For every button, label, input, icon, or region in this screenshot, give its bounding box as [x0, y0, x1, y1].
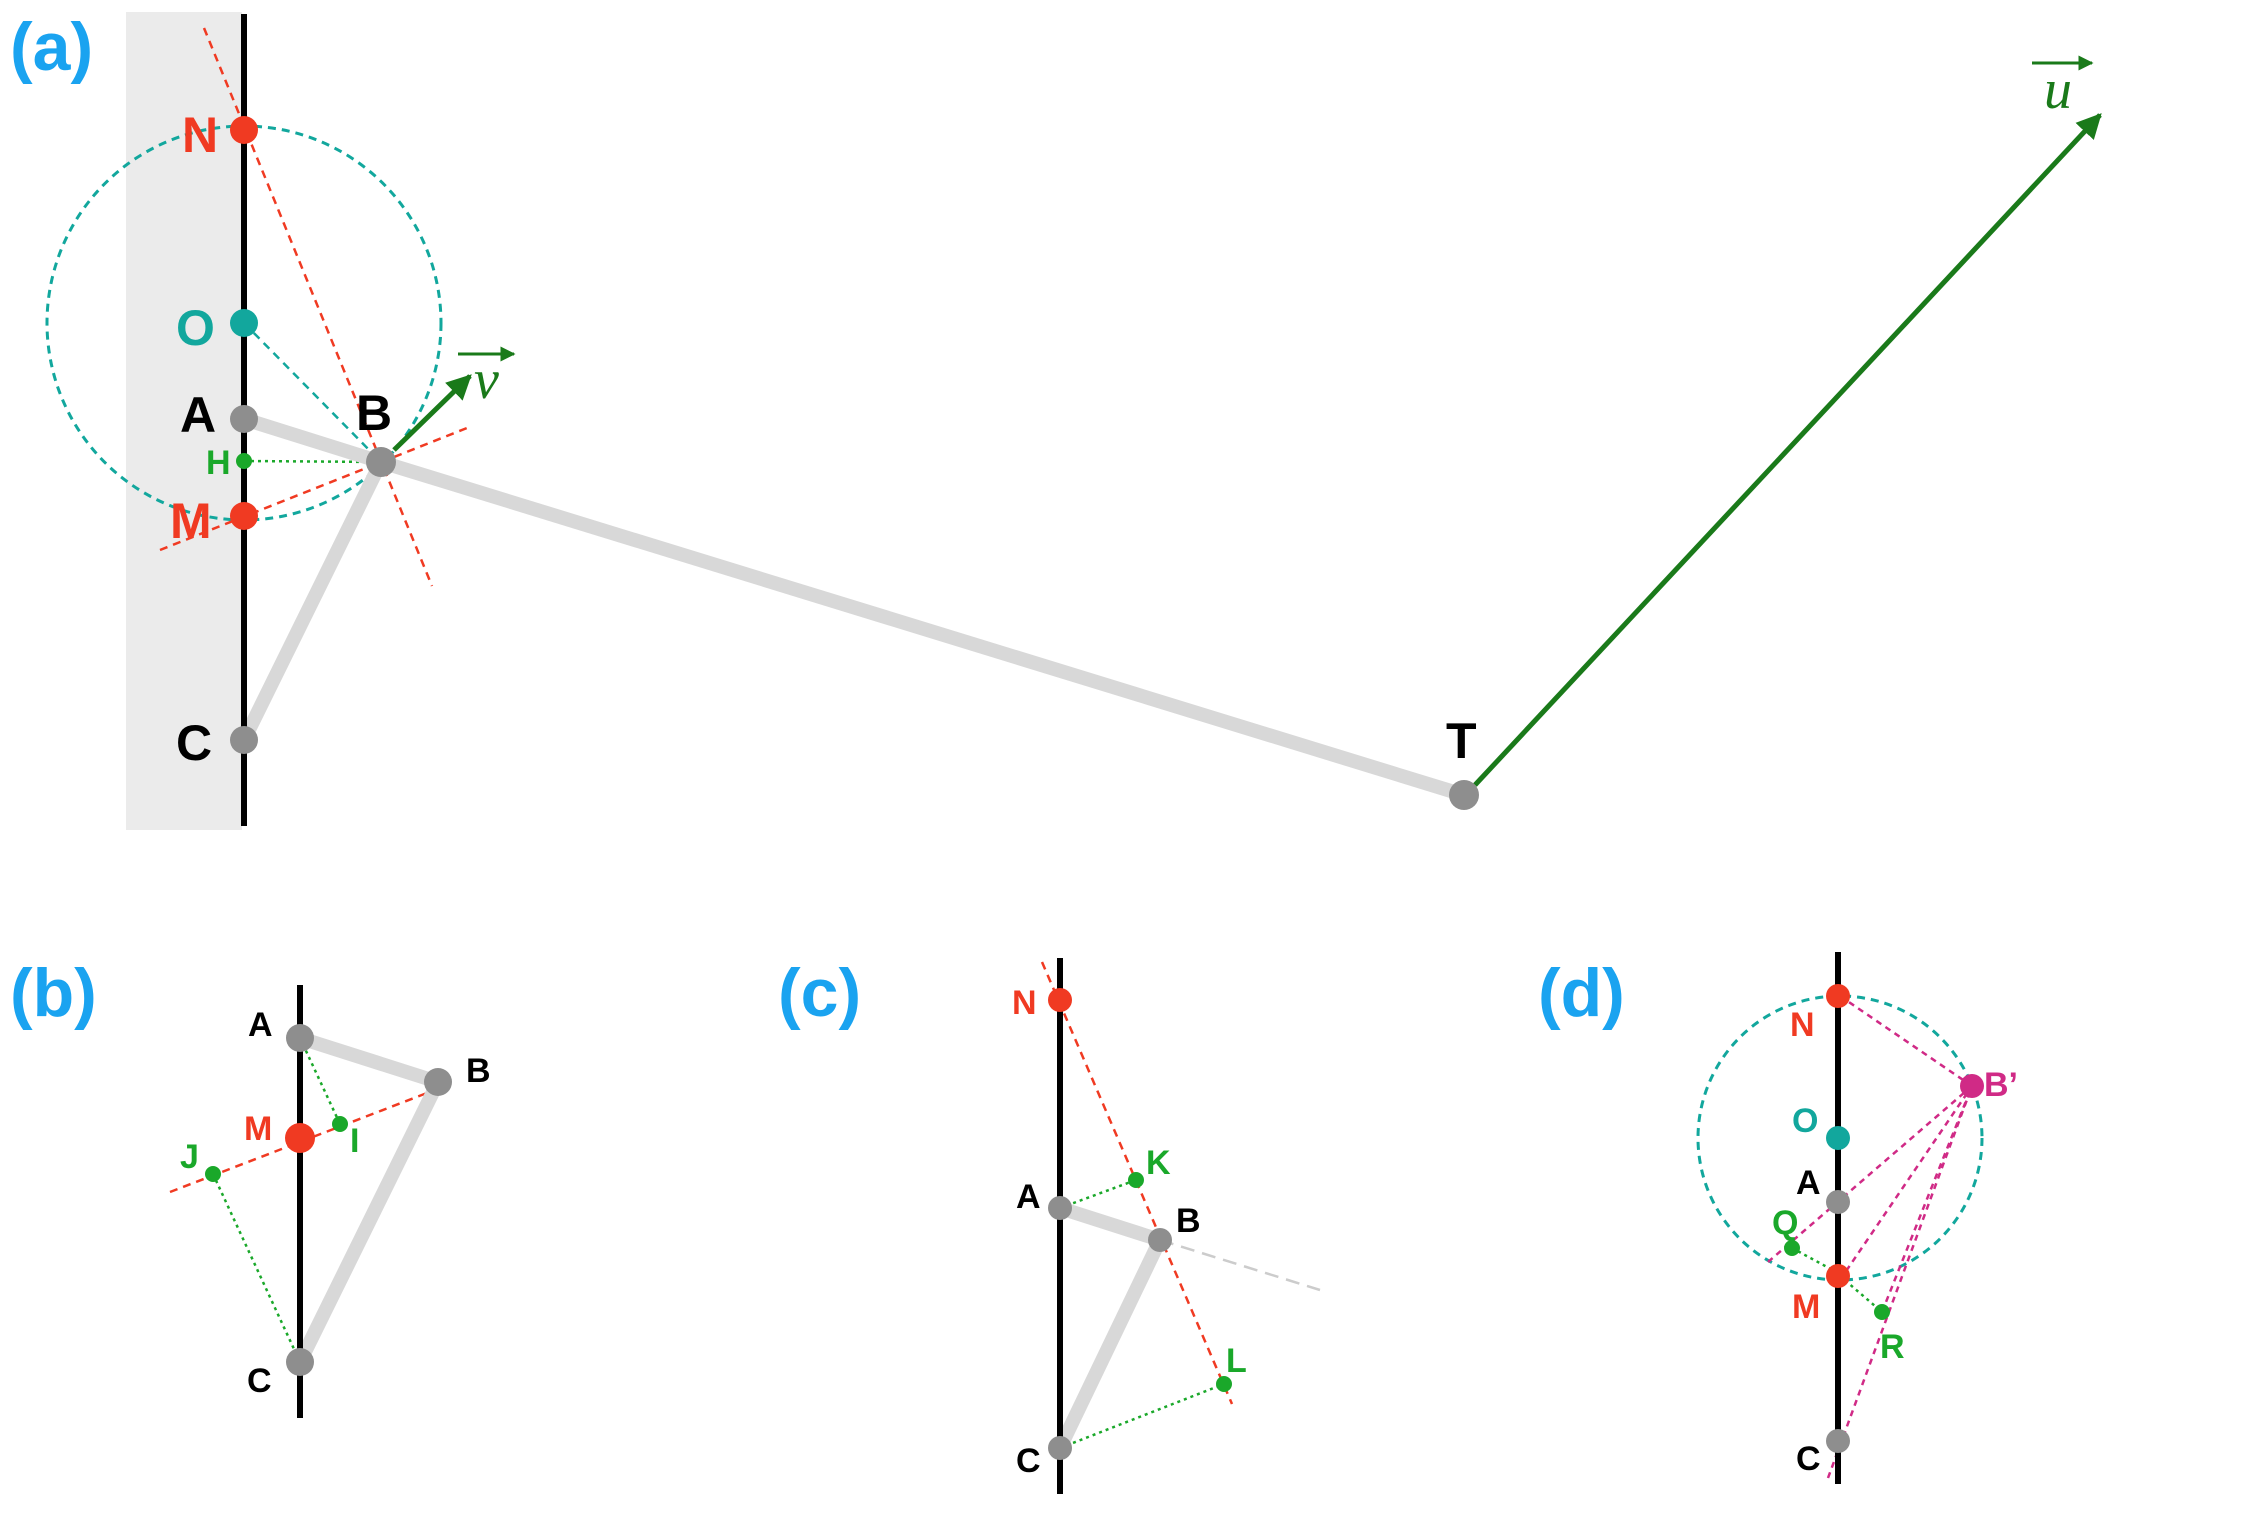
- panel-d: (d) N B’ O A Q M R C: [1538, 952, 2018, 1484]
- label-A-c: A: [1016, 1178, 1041, 1216]
- label-K-c: K: [1146, 1144, 1171, 1182]
- point-B-b: [424, 1068, 452, 1096]
- point-B-c: [1148, 1228, 1172, 1252]
- point-J-b: [205, 1166, 221, 1182]
- point-C-d: [1826, 1429, 1850, 1453]
- label-C-c: C: [1016, 1442, 1041, 1480]
- link-AB: [237, 412, 388, 469]
- label-O: O: [176, 300, 215, 356]
- point-R-d: [1874, 1304, 1890, 1320]
- line-RB-prime: [1880, 1085, 1974, 1313]
- label-vector-v: v: [474, 349, 499, 411]
- point-M-b: [285, 1123, 315, 1153]
- label-M-d: M: [1792, 1288, 1820, 1326]
- point-C-b: [286, 1348, 314, 1376]
- segment-CL-dotted: [1059, 1382, 1225, 1450]
- label-B: B: [356, 385, 392, 441]
- point-C-c: [1048, 1436, 1072, 1460]
- link-BT: [374, 455, 1471, 802]
- line-NB-prime: [1839, 994, 1973, 1088]
- line-AB-prime: [1767, 1085, 1973, 1263]
- label-vector-u: u: [2044, 59, 2072, 121]
- label-Q-d: Q: [1772, 1204, 1798, 1242]
- point-N-d: [1826, 984, 1850, 1008]
- label-N: N: [182, 107, 218, 163]
- line-CB-prime: [1826, 1085, 1974, 1479]
- label-M-b: M: [244, 1110, 272, 1148]
- panel-label-b: (b): [10, 955, 97, 1031]
- point-A-b: [286, 1024, 314, 1052]
- vector-u: [1473, 113, 2102, 787]
- link-CB-c: [1053, 1233, 1167, 1455]
- point-N: [230, 116, 258, 144]
- point-T: [1449, 780, 1479, 810]
- point-C: [230, 726, 258, 754]
- point-I-b: [332, 1116, 348, 1132]
- wall-shade: [126, 12, 242, 830]
- panel-a: (a) N O A B H M C T v u: [10, 9, 2102, 830]
- line-AB-extension-c: [1159, 1238, 1321, 1292]
- point-M: [230, 502, 258, 530]
- label-A-d: A: [1796, 1164, 1821, 1202]
- label-C-d: C: [1796, 1440, 1821, 1478]
- segment-JC-dotted: [211, 1173, 302, 1363]
- panel-label-c: (c): [778, 955, 861, 1031]
- label-B-c: B: [1176, 1202, 1201, 1240]
- point-L-c: [1216, 1376, 1232, 1392]
- point-O-d: [1826, 1126, 1850, 1150]
- point-A-d: [1826, 1190, 1850, 1214]
- point-K-c: [1128, 1172, 1144, 1188]
- label-C: C: [176, 715, 212, 771]
- panel-label-a: (a): [10, 9, 93, 85]
- segment-AI-dotted: [298, 1037, 342, 1125]
- point-H: [236, 453, 252, 469]
- point-O: [230, 309, 258, 337]
- label-H: H: [206, 444, 231, 482]
- segment-OB-dashed: [243, 322, 382, 463]
- label-B-prime-d: B’: [1984, 1066, 2018, 1104]
- label-A: A: [180, 387, 216, 443]
- point-A-c: [1048, 1196, 1072, 1220]
- panel-b: (b) A B M I J C: [10, 955, 491, 1418]
- link-AB-c: [1053, 1201, 1167, 1247]
- label-T: T: [1446, 713, 1477, 769]
- segment-QM-dotted: [1791, 1246, 1841, 1276]
- link-AB-b: [293, 1031, 445, 1089]
- point-Q-d: [1784, 1240, 1800, 1256]
- label-J-b: J: [180, 1138, 199, 1176]
- label-N-c: N: [1012, 984, 1037, 1022]
- teal-circle-d: [1696, 994, 1984, 1282]
- segment-AK-dotted: [1059, 1178, 1137, 1210]
- point-B: [366, 447, 396, 477]
- vector-v: [392, 374, 472, 452]
- label-O-d: O: [1792, 1102, 1818, 1140]
- link-CB-b: [293, 1075, 445, 1369]
- panel-label-d: (d): [1538, 955, 1625, 1031]
- point-A: [230, 405, 258, 433]
- label-M: M: [170, 493, 212, 549]
- label-L-c: L: [1226, 1342, 1247, 1380]
- label-R-d: R: [1880, 1328, 1905, 1366]
- point-B-prime-d: [1960, 1074, 1984, 1098]
- panel-c: (c) N K A B L C: [778, 955, 1321, 1494]
- point-M-d: [1826, 1264, 1850, 1288]
- link-CB: [237, 455, 388, 747]
- label-I-b: I: [350, 1122, 359, 1160]
- point-N-c: [1048, 988, 1072, 1012]
- label-B-b: B: [466, 1052, 491, 1090]
- label-N-d: N: [1790, 1006, 1815, 1044]
- label-A-b: A: [248, 1006, 273, 1044]
- label-C-b: C: [247, 1362, 272, 1400]
